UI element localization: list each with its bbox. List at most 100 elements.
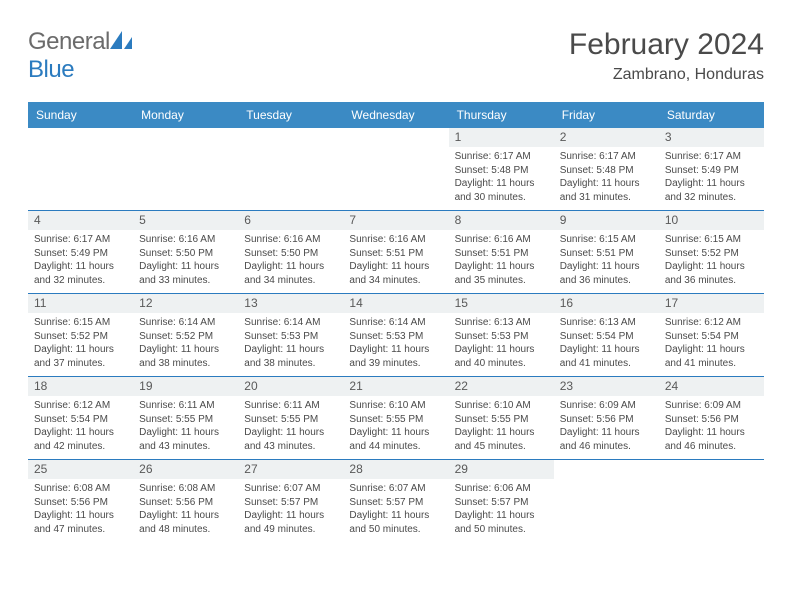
day-details: Sunrise: 6:10 AMSunset: 5:55 PMDaylight:…: [343, 396, 448, 457]
calendar-cell-inner: 18Sunrise: 6:12 AMSunset: 5:54 PMDayligh…: [28, 377, 133, 459]
daylight-line: Daylight: 11 hours and 41 minutes.: [560, 343, 653, 370]
day-number: 20: [238, 377, 343, 396]
brand-logo: GeneralBlue: [28, 28, 132, 84]
day-details: Sunrise: 6:07 AMSunset: 5:57 PMDaylight:…: [238, 479, 343, 540]
day-details: Sunrise: 6:16 AMSunset: 5:50 PMDaylight:…: [133, 230, 238, 291]
location-label: Zambrano, Honduras: [569, 66, 764, 84]
sunset-line: Sunset: 5:50 PM: [244, 247, 337, 261]
day-number: 7: [343, 211, 448, 230]
logo-text-part1: General: [28, 28, 110, 55]
calendar-cell-inner: 10Sunrise: 6:15 AMSunset: 5:52 PMDayligh…: [659, 211, 764, 293]
daylight-line: Daylight: 11 hours and 43 minutes.: [139, 426, 232, 453]
calendar-cell: 20Sunrise: 6:11 AMSunset: 5:55 PMDayligh…: [238, 377, 343, 460]
day-number: 10: [659, 211, 764, 230]
day-details: Sunrise: 6:16 AMSunset: 5:50 PMDaylight:…: [238, 230, 343, 291]
day-number: 16: [554, 294, 659, 313]
sunrise-line: Sunrise: 6:12 AM: [665, 316, 758, 330]
sunrise-line: Sunrise: 6:09 AM: [665, 399, 758, 413]
calendar-cell: 9Sunrise: 6:15 AMSunset: 5:51 PMDaylight…: [554, 211, 659, 294]
calendar-cell-inner: 20Sunrise: 6:11 AMSunset: 5:55 PMDayligh…: [238, 377, 343, 459]
day-number: 3: [659, 128, 764, 147]
day-number: 19: [133, 377, 238, 396]
daylight-line: Daylight: 11 hours and 50 minutes.: [349, 509, 442, 536]
day-details: Sunrise: 6:15 AMSunset: 5:52 PMDaylight:…: [28, 313, 133, 374]
calendar-week-row: 4Sunrise: 6:17 AMSunset: 5:49 PMDaylight…: [28, 211, 764, 294]
day-number: 29: [449, 460, 554, 479]
calendar-cell: 21Sunrise: 6:10 AMSunset: 5:55 PMDayligh…: [343, 377, 448, 460]
sunset-line: Sunset: 5:57 PM: [455, 496, 548, 510]
sunset-line: Sunset: 5:55 PM: [244, 413, 337, 427]
day-details: Sunrise: 6:11 AMSunset: 5:55 PMDaylight:…: [133, 396, 238, 457]
sunrise-line: Sunrise: 6:09 AM: [560, 399, 653, 413]
sunset-line: Sunset: 5:49 PM: [34, 247, 127, 261]
day-details: Sunrise: 6:07 AMSunset: 5:57 PMDaylight:…: [343, 479, 448, 540]
daylight-line: Daylight: 11 hours and 38 minutes.: [139, 343, 232, 370]
day-details: Sunrise: 6:15 AMSunset: 5:52 PMDaylight:…: [659, 230, 764, 291]
weekday-header: Thursday: [449, 102, 554, 128]
calendar-week-row: 25Sunrise: 6:08 AMSunset: 5:56 PMDayligh…: [28, 460, 764, 543]
logo-sail-icon: [110, 31, 132, 49]
sunset-line: Sunset: 5:52 PM: [34, 330, 127, 344]
calendar-cell: 23Sunrise: 6:09 AMSunset: 5:56 PMDayligh…: [554, 377, 659, 460]
calendar-cell: [659, 460, 764, 543]
logo-text: GeneralBlue: [28, 28, 132, 84]
calendar-cell: 28Sunrise: 6:07 AMSunset: 5:57 PMDayligh…: [343, 460, 448, 543]
weekday-header: Sunday: [28, 102, 133, 128]
calendar-cell-inner: 21Sunrise: 6:10 AMSunset: 5:55 PMDayligh…: [343, 377, 448, 459]
sunset-line: Sunset: 5:52 PM: [139, 330, 232, 344]
sunrise-line: Sunrise: 6:13 AM: [560, 316, 653, 330]
sunset-line: Sunset: 5:54 PM: [665, 330, 758, 344]
calendar-cell: 13Sunrise: 6:14 AMSunset: 5:53 PMDayligh…: [238, 294, 343, 377]
calendar-cell-inner: 8Sunrise: 6:16 AMSunset: 5:51 PMDaylight…: [449, 211, 554, 293]
weekday-header: Friday: [554, 102, 659, 128]
sunset-line: Sunset: 5:56 PM: [139, 496, 232, 510]
day-number: 24: [659, 377, 764, 396]
daylight-line: Daylight: 11 hours and 42 minutes.: [34, 426, 127, 453]
day-details: Sunrise: 6:14 AMSunset: 5:53 PMDaylight:…: [343, 313, 448, 374]
calendar-cell-inner: 13Sunrise: 6:14 AMSunset: 5:53 PMDayligh…: [238, 294, 343, 376]
day-details: Sunrise: 6:17 AMSunset: 5:49 PMDaylight:…: [28, 230, 133, 291]
daylight-line: Daylight: 11 hours and 34 minutes.: [244, 260, 337, 287]
calendar-cell: 7Sunrise: 6:16 AMSunset: 5:51 PMDaylight…: [343, 211, 448, 294]
sunrise-line: Sunrise: 6:13 AM: [455, 316, 548, 330]
day-details: Sunrise: 6:09 AMSunset: 5:56 PMDaylight:…: [659, 396, 764, 457]
day-number: 13: [238, 294, 343, 313]
day-details: Sunrise: 6:17 AMSunset: 5:48 PMDaylight:…: [449, 147, 554, 208]
calendar-cell-inner: 9Sunrise: 6:15 AMSunset: 5:51 PMDaylight…: [554, 211, 659, 293]
day-number: 22: [449, 377, 554, 396]
sunrise-line: Sunrise: 6:17 AM: [665, 150, 758, 164]
sunrise-line: Sunrise: 6:14 AM: [349, 316, 442, 330]
calendar-cell-inner: 29Sunrise: 6:06 AMSunset: 5:57 PMDayligh…: [449, 460, 554, 542]
sunset-line: Sunset: 5:57 PM: [349, 496, 442, 510]
calendar-cell: [343, 128, 448, 211]
page-title: February 2024: [569, 28, 764, 62]
sunrise-line: Sunrise: 6:15 AM: [34, 316, 127, 330]
sunrise-line: Sunrise: 6:14 AM: [244, 316, 337, 330]
sunset-line: Sunset: 5:57 PM: [244, 496, 337, 510]
calendar-cell: 8Sunrise: 6:16 AMSunset: 5:51 PMDaylight…: [449, 211, 554, 294]
sunset-line: Sunset: 5:48 PM: [560, 164, 653, 178]
day-number: 28: [343, 460, 448, 479]
sunrise-line: Sunrise: 6:15 AM: [665, 233, 758, 247]
calendar-cell-inner: 22Sunrise: 6:10 AMSunset: 5:55 PMDayligh…: [449, 377, 554, 459]
daylight-line: Daylight: 11 hours and 32 minutes.: [34, 260, 127, 287]
day-details: Sunrise: 6:09 AMSunset: 5:56 PMDaylight:…: [554, 396, 659, 457]
calendar-cell: 11Sunrise: 6:15 AMSunset: 5:52 PMDayligh…: [28, 294, 133, 377]
calendar-cell: 29Sunrise: 6:06 AMSunset: 5:57 PMDayligh…: [449, 460, 554, 543]
day-number: 8: [449, 211, 554, 230]
calendar-cell-inner: 17Sunrise: 6:12 AMSunset: 5:54 PMDayligh…: [659, 294, 764, 376]
daylight-line: Daylight: 11 hours and 50 minutes.: [455, 509, 548, 536]
daylight-line: Daylight: 11 hours and 38 minutes.: [244, 343, 337, 370]
daylight-line: Daylight: 11 hours and 41 minutes.: [665, 343, 758, 370]
calendar-cell-inner: 25Sunrise: 6:08 AMSunset: 5:56 PMDayligh…: [28, 460, 133, 542]
calendar-cell: 25Sunrise: 6:08 AMSunset: 5:56 PMDayligh…: [28, 460, 133, 543]
daylight-line: Daylight: 11 hours and 30 minutes.: [455, 177, 548, 204]
daylight-line: Daylight: 11 hours and 49 minutes.: [244, 509, 337, 536]
calendar-page: GeneralBlue February 2024 Zambrano, Hond…: [0, 0, 792, 562]
calendar-cell-inner: 23Sunrise: 6:09 AMSunset: 5:56 PMDayligh…: [554, 377, 659, 459]
calendar-cell: 1Sunrise: 6:17 AMSunset: 5:48 PMDaylight…: [449, 128, 554, 211]
daylight-line: Daylight: 11 hours and 46 minutes.: [665, 426, 758, 453]
daylight-line: Daylight: 11 hours and 48 minutes.: [139, 509, 232, 536]
sunrise-line: Sunrise: 6:16 AM: [349, 233, 442, 247]
daylight-line: Daylight: 11 hours and 36 minutes.: [560, 260, 653, 287]
